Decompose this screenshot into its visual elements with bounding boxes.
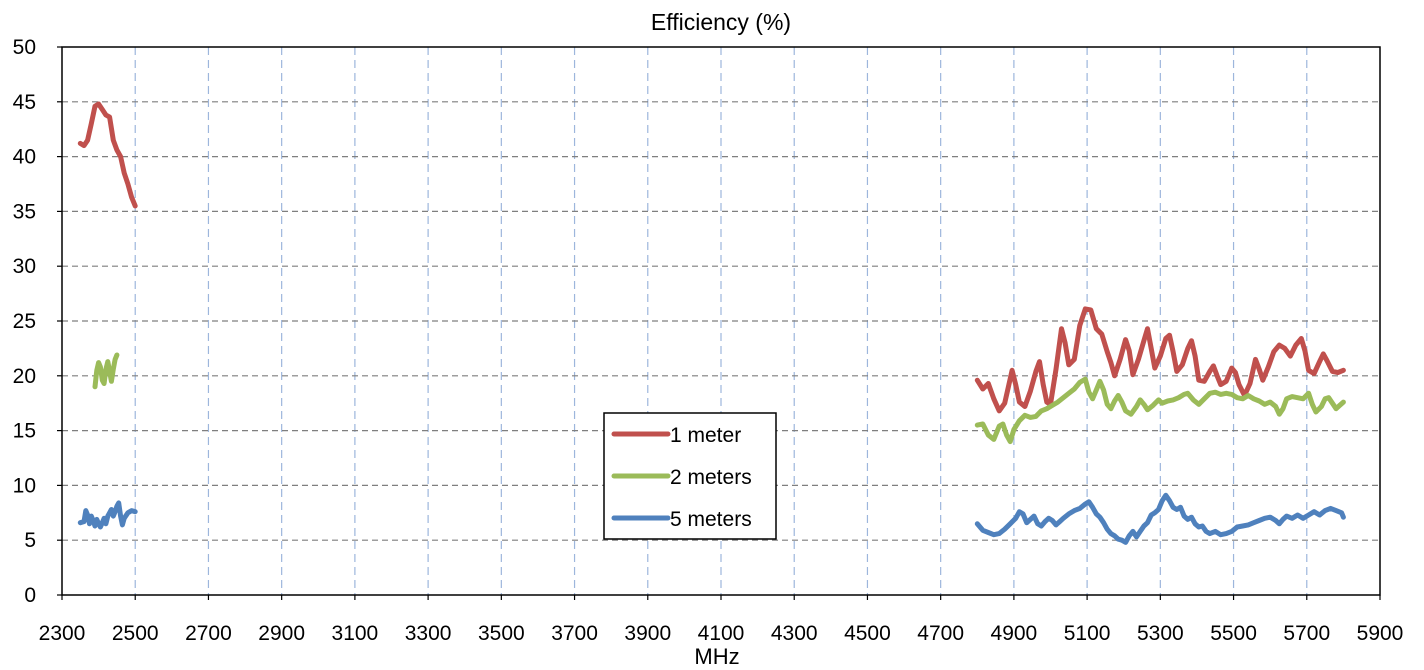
x-axis-ticks: 2300 2500 2700 2900 3100 3300 3500 3700 3900 4100… <box>39 595 1404 645</box>
x-tick-label: 3100 <box>332 622 379 645</box>
y-tick-label: 50 <box>13 36 36 59</box>
legend-label-1-meter: 1 meter <box>670 424 741 447</box>
x-tick-label: 4500 <box>844 622 891 645</box>
legend-label-5-meters: 5 meters <box>670 508 752 531</box>
series-line-2-meters <box>92 352 120 390</box>
y-tick-label: 40 <box>13 146 36 169</box>
x-tick-label: 5100 <box>1064 622 1111 645</box>
x-axis-label: MHz <box>694 644 739 669</box>
y-tick-label: 10 <box>13 474 36 497</box>
x-tick-label: 4300 <box>771 622 818 645</box>
x-tick-label: 3700 <box>551 622 598 645</box>
x-tick-label: 3500 <box>478 622 525 645</box>
legend-label-2-meters: 2 meters <box>670 466 752 489</box>
series-line-5-meters <box>974 492 1346 545</box>
series-line-1-meter <box>77 101 138 209</box>
series-line-2-meters <box>974 376 1346 445</box>
x-tick-label: 5900 <box>1357 622 1404 645</box>
y-tick-label: 35 <box>13 200 36 223</box>
y-tick-label: 30 <box>13 255 36 278</box>
x-tick-label: 5500 <box>1210 622 1257 645</box>
y-tick-label: 5 <box>24 529 36 552</box>
x-tick-label: 4700 <box>917 622 964 645</box>
x-tick-label: 2900 <box>258 622 305 645</box>
y-tick-label: 15 <box>13 420 36 443</box>
y-tick-label: 0 <box>24 584 36 607</box>
x-tick-label: 5700 <box>1283 622 1330 645</box>
x-tick-label: 2700 <box>185 622 232 645</box>
series-lines <box>77 101 1346 545</box>
x-tick-label: 2500 <box>112 622 159 645</box>
y-tick-label: 25 <box>13 310 36 333</box>
series-line-1-meter <box>974 306 1346 414</box>
x-tick-label: 4100 <box>698 622 745 645</box>
x-tick-label: 2300 <box>39 622 86 645</box>
x-tick-label: 3300 <box>405 622 452 645</box>
series-line-5-meters <box>77 500 138 530</box>
chart-title: Efficiency (%) <box>651 9 791 35</box>
y-axis-ticks: 0 5 10 15 20 25 30 35 40 45 50 <box>13 36 62 607</box>
legend: 1 meter 2 meters 5 meters <box>603 412 777 540</box>
y-tick-label: 20 <box>13 365 36 388</box>
y-tick-label: 45 <box>13 91 36 114</box>
x-tick-label: 3900 <box>624 622 671 645</box>
x-tick-label: 5300 <box>1137 622 1184 645</box>
x-tick-label: 4900 <box>991 622 1038 645</box>
